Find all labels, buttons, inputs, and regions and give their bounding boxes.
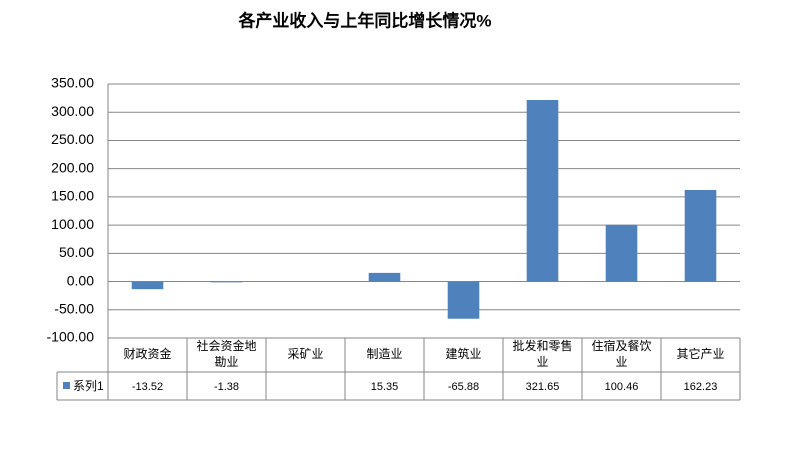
x-tick-label: 建筑业 [445,346,481,361]
y-tick-label: -100.00 [47,329,95,345]
x-tick-label: 住宿及餐饮业 [591,338,651,369]
chart-title: 各产业收入与上年同比增长情况% [237,10,491,30]
x-tick-label: 社会资金地勘业 [196,338,256,369]
y-tick-label: 350.00 [51,75,94,91]
y-tick-label: -50.00 [54,300,94,316]
bar [210,281,243,283]
legend-swatch [63,382,70,389]
y-tick-label: 200.00 [51,159,94,175]
x-tick-label: 批发和零售业 [512,338,572,369]
table-value: 100.46 [605,381,639,393]
table-value: -65.88 [448,381,479,393]
table-value: -1.38 [214,381,239,393]
bar [131,281,164,290]
y-tick-label: 300.00 [51,103,94,119]
bar [368,272,401,282]
bar [447,281,480,319]
legend-label: 系列1 [73,379,104,393]
y-tick-label: 0.00 [67,272,94,288]
table-value: 15.35 [371,381,399,393]
y-tick-label: 150.00 [51,188,94,204]
x-tick-label: 制造业 [366,347,402,361]
y-tick-label: 50.00 [59,244,94,260]
bar [526,100,559,282]
x-tick-label: 采矿业 [287,347,323,361]
table-value: -13.52 [132,381,163,393]
x-tick-label: 其它产业 [676,346,724,361]
table-value: 321.65 [526,381,560,393]
x-tick-label: 财政资金 [123,346,171,361]
bar [605,224,638,282]
bar [684,189,717,282]
table-value: 162.23 [684,381,718,393]
y-tick-label: 100.00 [51,216,94,232]
y-tick-label: 250.00 [51,131,94,147]
